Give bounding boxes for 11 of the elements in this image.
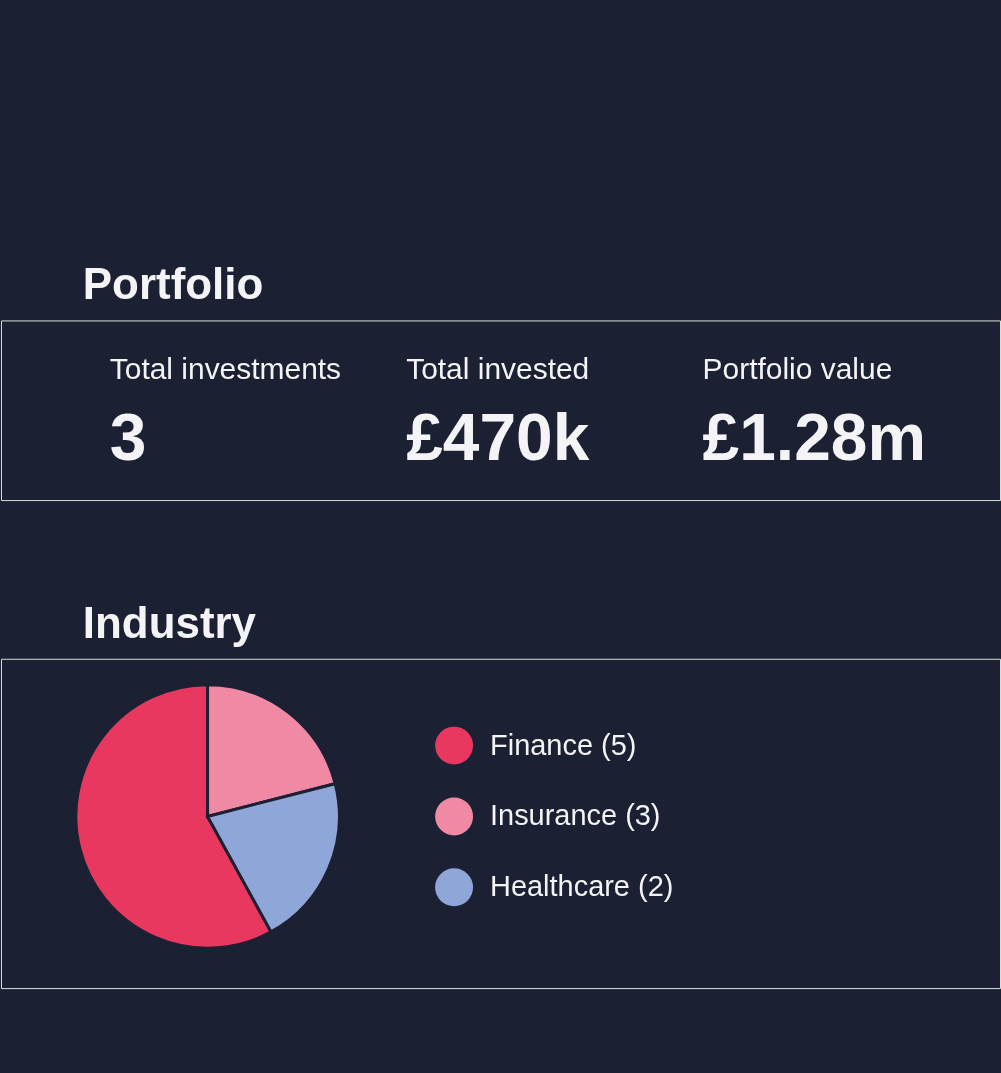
chart-title: Industry: [82, 597, 257, 647]
text: Portfolio value: [702, 352, 893, 386]
text: Total investments: [109, 352, 342, 386]
text: £1.28m: [702, 400, 926, 475]
text: Total invested: [406, 352, 590, 386]
legend-label: Healthcare (2): [490, 870, 674, 903]
legend-label: Finance (5): [490, 728, 637, 761]
legend-label: Insurance (3): [490, 799, 661, 832]
text: Portfolio: [82, 259, 264, 309]
text: 3: [109, 400, 147, 475]
text: £470k: [406, 400, 590, 475]
